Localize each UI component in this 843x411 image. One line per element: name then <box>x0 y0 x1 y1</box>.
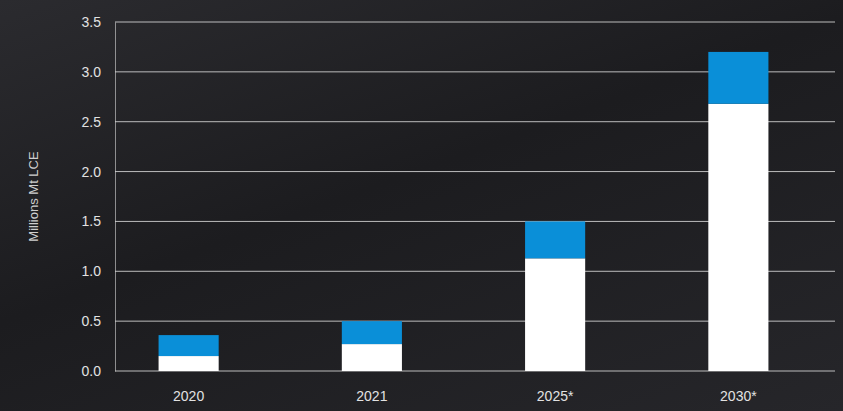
y-tick: 1.0 <box>82 263 115 279</box>
x-tick: 2021 <box>356 371 387 404</box>
bar-segment <box>708 52 768 104</box>
bar-segment <box>525 221 585 258</box>
y-axis: 0.0 0.5 1.0 1.5 2.0 2.5 3.0 3.5 <box>82 14 116 379</box>
y-tick: 2.5 <box>82 114 115 130</box>
x-tick: 2025* <box>537 371 574 404</box>
y-axis-line <box>115 23 116 372</box>
bar-segment <box>159 356 219 371</box>
y-tick: 3.0 <box>82 64 115 80</box>
y-tick-label: 0.5 <box>82 313 102 329</box>
bar-segment <box>342 344 402 371</box>
bar-segment <box>159 335 219 356</box>
y-tick-label: 2.5 <box>82 114 102 130</box>
y-axis-title: Millions Mt LCE <box>26 151 41 242</box>
y-tick: 2.0 <box>82 164 115 180</box>
x-tick-label: 2020 <box>173 388 204 404</box>
x-tick: 2030* <box>720 371 757 404</box>
y-tick: 1.5 <box>82 213 115 229</box>
x-tick: 2020 <box>173 371 204 404</box>
x-tick-label: 2025* <box>537 388 574 404</box>
grid-line <box>115 22 835 23</box>
y-tick: 0.0 <box>82 363 115 379</box>
y-tick-label: 1.5 <box>82 213 102 229</box>
x-axis: 2020 2021 2025* 2030* <box>173 371 757 404</box>
chart: 0.0 0.5 1.0 1.5 2.0 2.5 3.0 3.5 2020 2021 2025* 203… <box>0 0 843 411</box>
bar-segment <box>708 104 768 371</box>
x-tick-label: 2030* <box>720 388 757 404</box>
grid <box>115 22 835 371</box>
bars <box>159 52 769 371</box>
y-tick-label: 2.0 <box>82 164 102 180</box>
y-tick-label: 1.0 <box>82 263 102 279</box>
y-tick-label: 3.5 <box>82 14 102 30</box>
y-tick: 3.5 <box>82 14 115 30</box>
y-tick-label: 3.0 <box>82 64 102 80</box>
y-tick-label: 0.0 <box>82 363 102 379</box>
x-tick-label: 2021 <box>356 388 387 404</box>
bar-segment <box>342 321 402 344</box>
y-tick: 0.5 <box>82 313 115 329</box>
bar-segment <box>525 258 585 371</box>
